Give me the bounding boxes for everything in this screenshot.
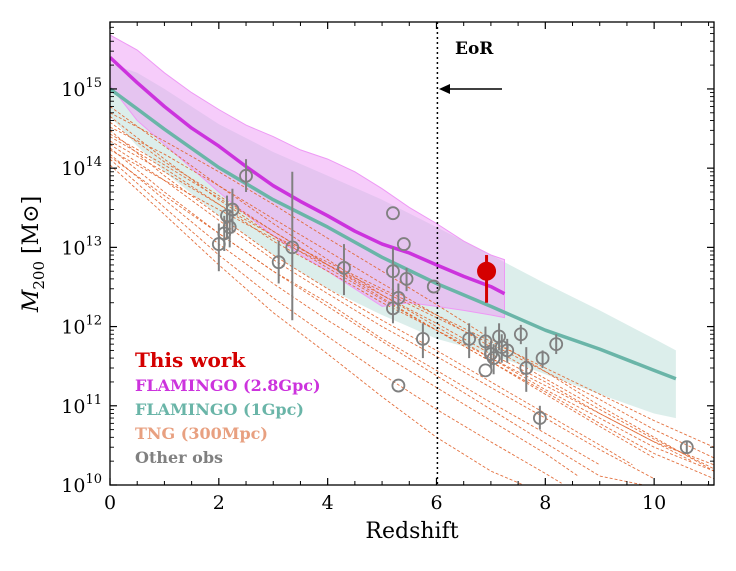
eor-label: EoR (455, 39, 494, 59)
other-obs-point (337, 261, 351, 275)
other-obs-point (426, 279, 441, 294)
tng-track-16 (110, 112, 714, 472)
other-obs-point (532, 411, 547, 425)
y-tick-label: 1012 (61, 314, 102, 339)
x-tick-label: 4 (322, 492, 334, 514)
other-obs-point (549, 337, 564, 352)
y-tick-base: 10 (61, 237, 85, 259)
x-tick-label: 0 (104, 492, 116, 514)
tng-track-6 (110, 143, 655, 480)
y-axis-label-main: M (19, 289, 44, 313)
tng-track-14 (110, 149, 714, 459)
other-obs-point (679, 440, 694, 455)
y-tick-label: 1010 (61, 472, 102, 497)
other-obs-point (386, 206, 400, 221)
other-obs-point (415, 331, 430, 346)
other-obs-point (519, 361, 534, 375)
y-tick-exponent: 12 (85, 314, 102, 329)
other-obs-point (391, 378, 406, 393)
other-observations (211, 159, 694, 455)
this-work-point (477, 255, 497, 303)
x-tick-label: 2 (213, 492, 225, 514)
y-axis-label: M200 [M⊙] (19, 196, 48, 313)
other-obs-point (285, 240, 300, 255)
y-tick-label: 1015 (61, 76, 102, 101)
y-tick-exponent: 14 (85, 155, 102, 170)
tng-track-3 (110, 121, 693, 462)
y-tick-base: 10 (61, 396, 85, 418)
other-obs-point (399, 271, 414, 286)
y-tick-label: 1013 (61, 234, 102, 259)
flamingo-median-lines (110, 56, 677, 381)
flamingo-1gpc-line (110, 87, 677, 381)
other-obs-point (222, 220, 237, 235)
other-obs-point (500, 343, 515, 358)
y-tick-label: 1011 (61, 393, 102, 418)
legend-entry: TNG (300Mpc) (135, 424, 268, 443)
x-tick-label: 10 (642, 492, 666, 514)
y-axis-label-sub: 200 (30, 261, 48, 290)
y-tick-base: 10 (61, 317, 85, 339)
this-work-marker (477, 261, 497, 281)
other-obs-point (225, 202, 240, 217)
tng-track-1 (110, 106, 714, 472)
tng-track-12 (110, 133, 655, 459)
legend-entry: FLAMINGO (2.8Gpc) (135, 376, 321, 395)
plot-frame (109, 21, 715, 486)
other-obs-point (513, 327, 528, 342)
x-axis-label: Redshift (365, 519, 458, 544)
y-tick-exponent: 13 (85, 234, 102, 249)
y-tick-exponent: 15 (85, 76, 102, 91)
y-tick-base: 10 (61, 475, 85, 497)
y-tick-exponent: 11 (85, 393, 102, 408)
other-obs-point (239, 168, 253, 183)
y-tick-base: 10 (61, 79, 85, 101)
other-obs-point (462, 331, 477, 346)
x-tick-label: 6 (430, 492, 442, 514)
legend-entry: Other obs (135, 448, 223, 467)
other-obs-point (271, 255, 286, 270)
tng-track-10 (110, 158, 562, 484)
x-tick-label: 8 (539, 492, 551, 514)
other-obs-point (386, 264, 400, 279)
tng-tracks (110, 106, 714, 485)
y-tick-label: 1014 (61, 155, 102, 180)
tng-track-15 (110, 156, 644, 485)
y-axis-label-unit: [M⊙] (19, 196, 44, 261)
eor-arrow-head (439, 84, 450, 94)
legend-entry: This work (135, 348, 246, 372)
y-tick-base: 10 (61, 158, 85, 180)
flamingo-2.8gpc-line (110, 56, 506, 296)
eor-marker: EoR (436, 22, 502, 485)
other-obs-point (478, 363, 493, 378)
tng-track-4 (110, 130, 633, 466)
tng-track-11 (110, 126, 714, 470)
legend: This work FLAMINGO (2.8Gpc) FLAMINGO (1Gpc… (135, 348, 321, 467)
tng-track-7 (110, 147, 600, 466)
other-obs-point (486, 351, 501, 365)
other-obs-point (396, 237, 411, 251)
other-obs-point (535, 351, 550, 365)
tng-track-5 (110, 136, 714, 466)
y-tick-exponent: 10 (85, 472, 102, 487)
other-obs-point (391, 291, 406, 305)
tng-track-8 (110, 153, 579, 477)
legend-entry: FLAMINGO (1Gpc) (135, 400, 304, 419)
tng-track-9 (110, 140, 714, 448)
